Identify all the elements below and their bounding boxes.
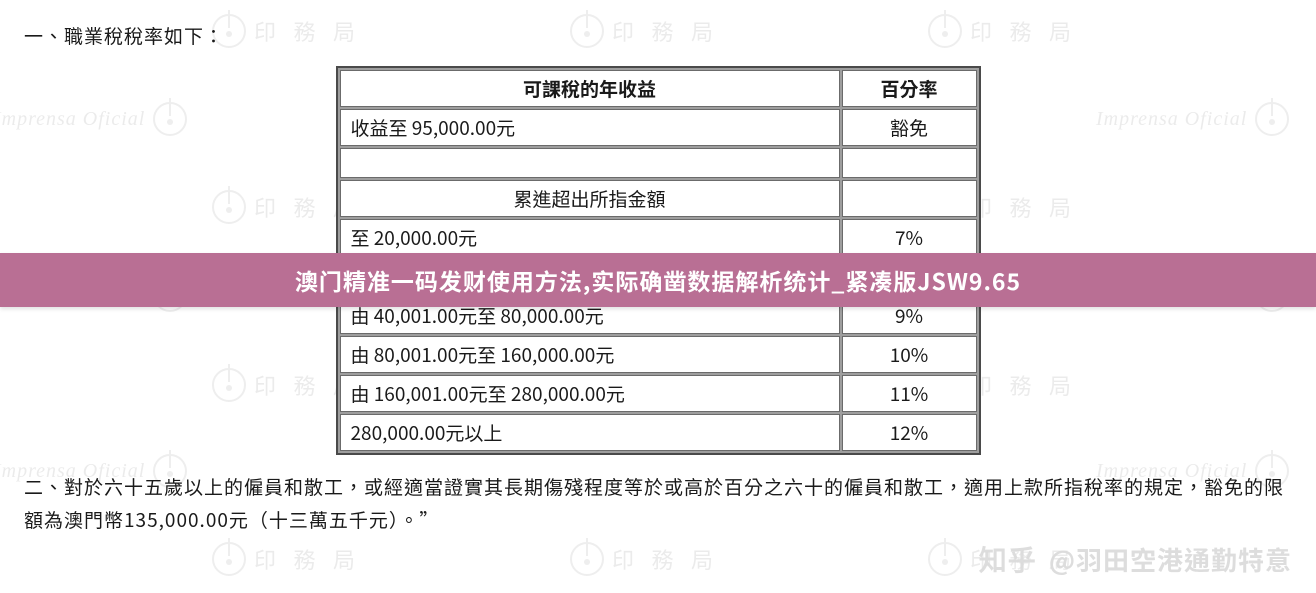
cell-rate: 7% [842,219,977,256]
zhihu-logo-text: 知乎 [979,539,1037,579]
cell-income: 280,000.00元以上 [340,414,840,451]
paragraph-bottom: 二、對於六十五歲以上的僱員和散工，或經適當證實其長期傷殘程度等於或高於百分之六十… [24,471,1292,536]
watermark-cn-text: 印 務 局 [254,543,361,575]
zhihu-user: @羽田空港通勤特意 [1049,541,1292,578]
table-row: 累進超出所指金額 [340,180,977,217]
watermark-cn: 印 務 局 [570,542,719,576]
cell-income: 累進超出所指金額 [340,180,840,217]
cell-income: 由 160,001.00元至 280,000.00元 [340,375,840,412]
watermark-logo-icon [212,542,246,576]
header-rate: 百分率 [842,70,977,107]
table-row: 至 20,000.00元7% [340,219,977,256]
table-row: 280,000.00元以上12% [340,414,977,451]
table-header-row: 可課稅的年收益 百分率 [340,70,977,107]
cell-income: 由 80,001.00元至 160,000.00元 [340,336,840,373]
table-row [340,148,977,178]
banner-text: 澳门精准一码发财使用方法,实际确凿数据解析统计_紧凑版JSW9.65 [295,263,1021,297]
watermark-logo-icon [570,542,604,576]
header-income: 可課稅的年收益 [340,70,840,107]
zhihu-watermark: 知乎 @羽田空港通勤特意 [979,539,1292,579]
cell-income: 收益至 95,000.00元 [340,109,840,146]
table-row: 收益至 95,000.00元豁免 [340,109,977,146]
cell-rate [842,148,977,178]
cell-rate: 10% [842,336,977,373]
paragraph-top: 一、職業稅稅率如下： [24,20,1292,52]
watermark-logo-icon [928,542,962,576]
table-row: 由 160,001.00元至 280,000.00元11% [340,375,977,412]
cell-income: 至 20,000.00元 [340,219,840,256]
table-row: 由 80,001.00元至 160,000.00元10% [340,336,977,373]
cell-rate: 11% [842,375,977,412]
watermark-cn-text: 印 務 局 [612,543,719,575]
cell-rate [842,180,977,217]
cell-income [340,148,840,178]
cell-rate: 12% [842,414,977,451]
overlay-banner: 澳门精准一码发财使用方法,实际确凿数据解析统计_紧凑版JSW9.65 [0,253,1316,307]
watermark-cn: 印 務 局 [212,542,361,576]
cell-rate: 豁免 [842,109,977,146]
